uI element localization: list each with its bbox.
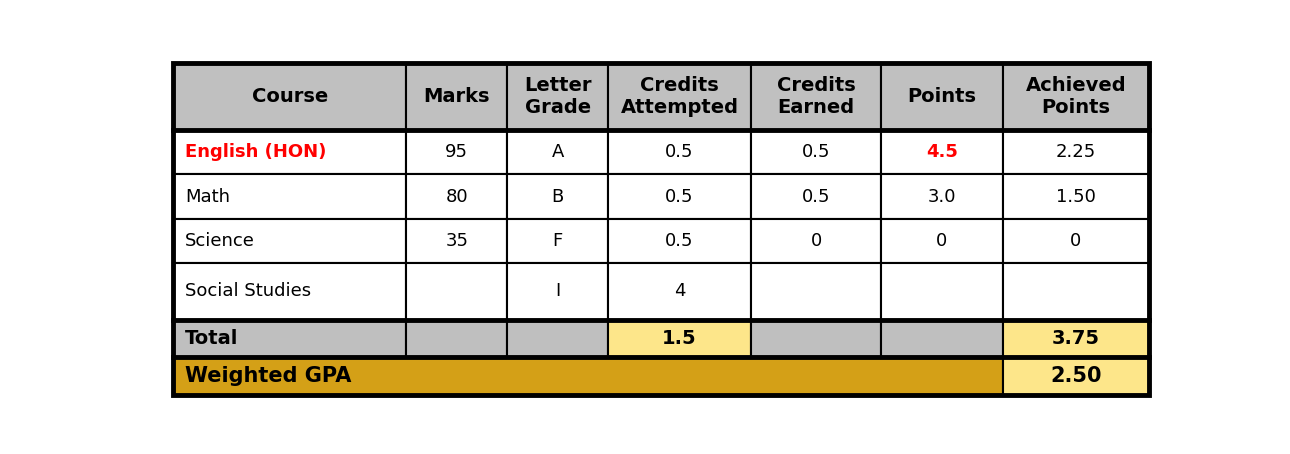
- Bar: [751, 130, 881, 174]
- Text: 0.5: 0.5: [666, 232, 694, 250]
- Bar: [507, 174, 608, 218]
- Bar: [751, 63, 881, 130]
- Bar: [1002, 357, 1149, 395]
- Text: 0.5: 0.5: [666, 188, 694, 206]
- Bar: [1002, 320, 1149, 357]
- Text: B: B: [551, 188, 564, 206]
- Text: 95: 95: [445, 143, 468, 162]
- Text: F: F: [552, 232, 562, 250]
- Bar: [881, 218, 1002, 263]
- Text: 3.0: 3.0: [928, 188, 956, 206]
- Text: 0: 0: [1071, 232, 1081, 250]
- Text: 0.5: 0.5: [802, 188, 831, 206]
- Text: 1.5: 1.5: [662, 329, 697, 348]
- Bar: [507, 130, 608, 174]
- Bar: [608, 263, 751, 320]
- Bar: [507, 63, 608, 130]
- Bar: [406, 263, 507, 320]
- Bar: [1002, 130, 1149, 174]
- Bar: [1002, 63, 1149, 130]
- Text: I: I: [555, 282, 560, 300]
- Bar: [608, 130, 751, 174]
- Text: Credits
Attempted: Credits Attempted: [620, 76, 739, 117]
- Text: 4: 4: [673, 282, 685, 300]
- Bar: [751, 174, 881, 218]
- Text: Achieved
Points: Achieved Points: [1026, 76, 1126, 117]
- Text: Total: Total: [186, 329, 239, 348]
- Bar: [507, 218, 608, 263]
- Text: 35: 35: [445, 232, 468, 250]
- Bar: [173, 263, 406, 320]
- Text: 2.25: 2.25: [1055, 143, 1096, 162]
- Bar: [751, 320, 881, 357]
- Bar: [1002, 174, 1149, 218]
- Bar: [406, 320, 507, 357]
- Bar: [608, 218, 751, 263]
- Text: Credits
Earned: Credits Earned: [777, 76, 855, 117]
- Text: 0: 0: [937, 232, 948, 250]
- Text: Math: Math: [186, 188, 230, 206]
- Bar: [881, 263, 1002, 320]
- Bar: [881, 174, 1002, 218]
- Text: English (HON): English (HON): [186, 143, 326, 162]
- Bar: [608, 63, 751, 130]
- Text: 80: 80: [445, 188, 468, 206]
- Text: Course: Course: [252, 87, 328, 106]
- Bar: [406, 218, 507, 263]
- Text: Social Studies: Social Studies: [186, 282, 311, 300]
- Bar: [406, 174, 507, 218]
- Text: 0.5: 0.5: [666, 143, 694, 162]
- Bar: [608, 320, 751, 357]
- Text: 0: 0: [810, 232, 822, 250]
- Bar: [751, 218, 881, 263]
- Text: A: A: [551, 143, 564, 162]
- Bar: [173, 130, 406, 174]
- Text: Letter
Grade: Letter Grade: [524, 76, 591, 117]
- Text: Points: Points: [907, 87, 977, 106]
- Text: 3.75: 3.75: [1051, 329, 1100, 348]
- Bar: [1002, 218, 1149, 263]
- Bar: [406, 63, 507, 130]
- Text: Marks: Marks: [423, 87, 490, 106]
- Text: 2.50: 2.50: [1050, 366, 1102, 386]
- Text: Science: Science: [186, 232, 255, 250]
- Text: 4.5: 4.5: [926, 143, 958, 162]
- Bar: [507, 263, 608, 320]
- Bar: [608, 174, 751, 218]
- Bar: [173, 320, 406, 357]
- Bar: [881, 320, 1002, 357]
- Text: Weighted GPA: Weighted GPA: [186, 366, 352, 386]
- Bar: [173, 174, 406, 218]
- Bar: [881, 130, 1002, 174]
- Text: 1.50: 1.50: [1057, 188, 1095, 206]
- Bar: [1002, 263, 1149, 320]
- Bar: [751, 263, 881, 320]
- Bar: [406, 130, 507, 174]
- Bar: [173, 63, 406, 130]
- Text: 0.5: 0.5: [802, 143, 831, 162]
- Bar: [173, 218, 406, 263]
- Bar: [507, 320, 608, 357]
- Bar: [173, 357, 1002, 395]
- Bar: [881, 63, 1002, 130]
